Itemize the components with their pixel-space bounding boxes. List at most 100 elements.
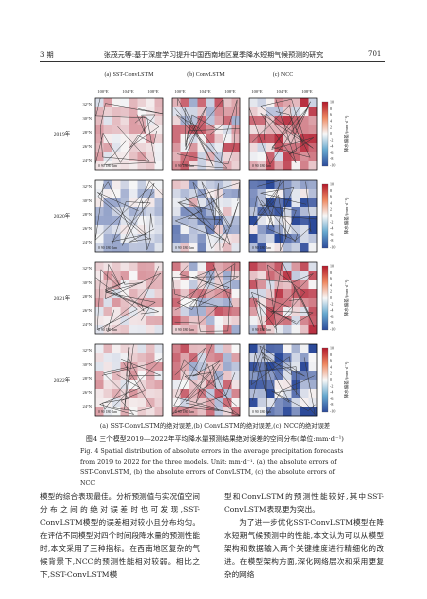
map-cell — [308, 353, 318, 363]
map-cell — [214, 380, 224, 390]
map-cell — [103, 344, 113, 354]
map-cell — [274, 225, 284, 235]
map-cell — [112, 107, 121, 117]
map-cell — [180, 289, 190, 299]
map-cell — [103, 180, 113, 190]
map-cell — [120, 353, 130, 363]
boundary — [188, 264, 234, 332]
map-cell — [129, 207, 138, 217]
boundary — [97, 192, 151, 244]
map-cell — [129, 189, 138, 199]
map-cell — [249, 234, 258, 244]
map-cell — [154, 152, 164, 162]
map-cell — [120, 280, 130, 290]
boundary — [104, 281, 160, 321]
boundary — [185, 99, 224, 151]
map-cell — [223, 371, 232, 381]
map-cell — [189, 325, 198, 335]
map-cell — [112, 407, 121, 417]
map-cell — [137, 398, 147, 408]
map-cell — [257, 98, 267, 108]
map-cell — [223, 389, 232, 399]
map-cell — [120, 134, 130, 144]
map-cell — [274, 407, 284, 417]
map-cell — [300, 216, 309, 226]
map-cell — [249, 116, 258, 126]
boundary — [175, 106, 228, 169]
boundary — [179, 265, 230, 307]
scale-bar: 0 90 180 km — [175, 246, 194, 250]
map-cell — [129, 152, 138, 162]
colorbar-tick: 0 — [330, 377, 332, 382]
map-cell — [154, 207, 164, 217]
map-cell — [308, 198, 318, 208]
map-cell — [291, 225, 301, 235]
map-cell — [283, 180, 292, 190]
map-cell — [308, 134, 318, 144]
map-cell — [249, 143, 258, 153]
map-cell — [95, 134, 104, 144]
map-cell — [146, 344, 155, 354]
lon-label: 108°E — [147, 89, 159, 94]
map-cell — [129, 216, 138, 226]
map-cell — [112, 225, 121, 235]
map-cell — [291, 398, 301, 408]
map-panel: 0 90 180 km — [171, 343, 241, 417]
map-cell — [300, 398, 309, 408]
issue: 3 期 — [40, 51, 54, 59]
map-cell — [189, 207, 198, 217]
map-cell — [223, 298, 232, 308]
boundary — [248, 262, 315, 328]
map-cell — [197, 262, 207, 272]
map-cell — [95, 371, 104, 381]
colorbar-tick: 4 — [330, 118, 332, 123]
map-cell — [120, 407, 130, 417]
map-cell — [308, 107, 318, 117]
map-cell — [120, 107, 130, 117]
map-cell — [189, 362, 198, 372]
map-cell — [300, 262, 309, 272]
map-cell — [95, 152, 104, 162]
map-cell — [189, 271, 198, 281]
map-cell — [249, 125, 258, 135]
lat-label: 24°N — [82, 158, 92, 163]
map-cell — [154, 216, 164, 226]
map-cell — [257, 143, 267, 153]
map-cell — [137, 344, 147, 354]
colorbar-tick: -2 — [330, 219, 333, 224]
map-cell — [214, 325, 224, 335]
map-cell — [95, 380, 104, 390]
map-cell — [257, 161, 267, 171]
map-cell — [137, 307, 147, 317]
map-cell — [206, 107, 215, 117]
map-cell — [197, 134, 207, 144]
map-cell — [231, 134, 241, 144]
map-cell — [180, 234, 190, 244]
map-cell — [223, 180, 232, 190]
map-cell — [266, 143, 275, 153]
map-cell — [103, 262, 113, 272]
body-left: 模型的综合表现最佳。分析预测值与实况值空间分布之间的绝对误差时也可发现,SST-… — [40, 490, 200, 581]
map-cell — [146, 225, 155, 235]
map-cell — [172, 371, 181, 381]
boundary — [262, 352, 316, 416]
map-cell — [172, 289, 181, 299]
panel-frame — [94, 343, 164, 417]
map-panel: 0 90 180 km — [171, 261, 241, 335]
lat-label: 30°N — [82, 362, 92, 367]
map-cell — [129, 161, 138, 171]
map-cell — [172, 143, 181, 153]
map-cell — [154, 234, 164, 244]
colorbar-tick: -2 — [330, 301, 333, 306]
map-cell — [137, 289, 147, 299]
map-cell — [249, 280, 258, 290]
colorbar-label: 降水偏差/(mm·d⁻¹) — [343, 361, 350, 398]
map-cell — [274, 98, 284, 108]
map-cell — [146, 271, 155, 281]
map-cell — [308, 389, 318, 399]
map-cell — [103, 407, 113, 417]
map-cell — [103, 198, 113, 208]
lon-label: 108°E — [301, 89, 313, 94]
map-cell — [189, 344, 198, 354]
map-cell — [197, 289, 207, 299]
